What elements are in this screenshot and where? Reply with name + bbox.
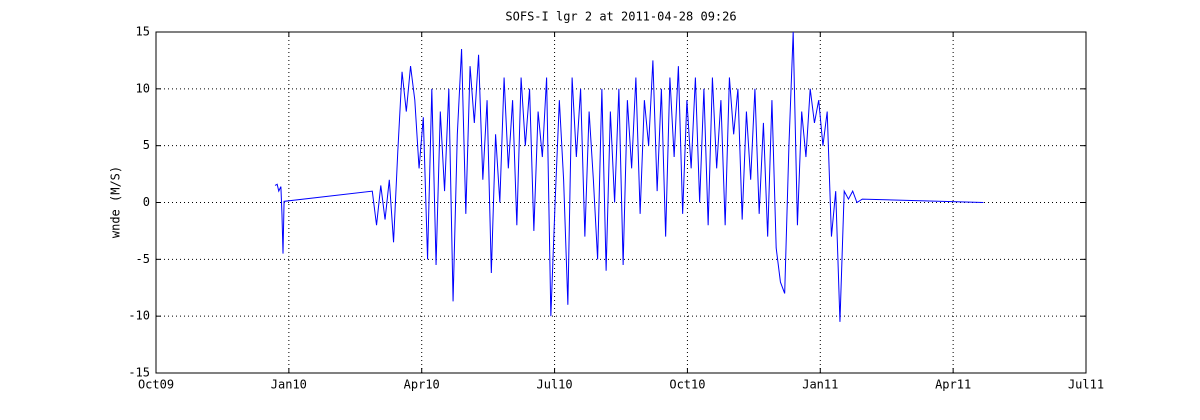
x-tick-label: Oct09	[138, 378, 174, 392]
y-tick-label: 10	[136, 81, 150, 95]
x-tick-label: Jan10	[271, 378, 307, 392]
y-tick-label: -5	[136, 252, 150, 266]
y-tick-label: 15	[136, 25, 150, 39]
plot-frame	[155, 31, 1087, 374]
data-line	[274, 31, 984, 322]
chart-title: SOFS-I lgr 2 at 2011-04-28 09:26	[505, 10, 736, 24]
y-tick-label: -10	[128, 309, 150, 323]
x-tick-label: Jan11	[802, 378, 838, 392]
x-tick-label: Apr10	[404, 378, 440, 392]
x-tick-label: Apr11	[935, 378, 971, 392]
y-axis-label: wnde (M/S)	[109, 166, 123, 238]
x-tick-label: Oct10	[669, 378, 705, 392]
x-tick-label: Jul11	[1068, 378, 1104, 392]
y-tick-label: 5	[143, 138, 150, 152]
y-tick-label: -15	[128, 366, 150, 380]
x-tick-label: Jul10	[537, 378, 573, 392]
y-tick-label: 0	[143, 195, 150, 209]
